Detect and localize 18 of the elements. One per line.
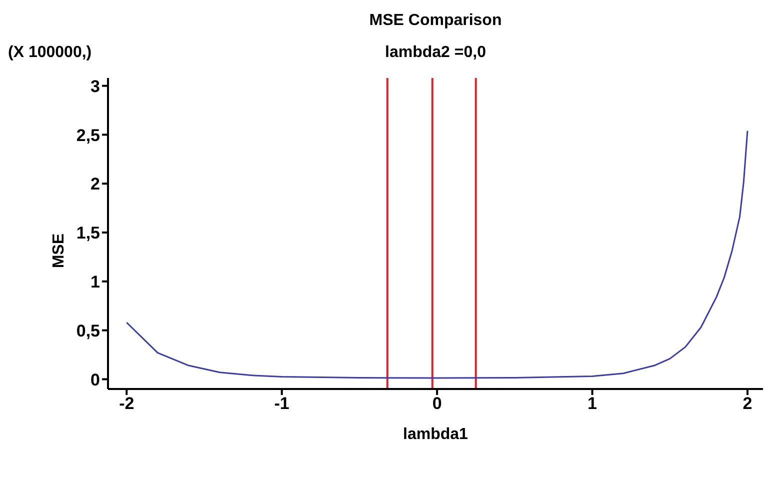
y-tick-label: 2 — [90, 174, 100, 194]
x-tick-label: 1 — [588, 394, 597, 414]
chart-title: MSE Comparison — [368, 12, 503, 30]
x-tick-label: 2 — [742, 394, 752, 414]
text: (X 100000,) — [8, 44, 92, 62]
y-tick-label: 0,5 — [76, 321, 100, 340]
y-tick-label: 1,5 — [76, 224, 100, 243]
x-tick-label: -2 — [119, 394, 134, 414]
y-axis-title: MSE — [50, 233, 68, 268]
y-tick-label: 3 — [90, 76, 100, 96]
x-tick-label: 0 — [432, 394, 442, 414]
line-series — [126, 130, 748, 379]
x-axis-title: lambda1 — [403, 426, 468, 443]
x-tick-label: -1 — [274, 394, 290, 414]
y-tick-label: 0 — [90, 370, 100, 390]
chart-subtitle: lambda2 =0,0 — [384, 44, 487, 62]
y-tick-label: 2,5 — [76, 126, 100, 145]
y-tick-label: 1 — [90, 272, 100, 292]
